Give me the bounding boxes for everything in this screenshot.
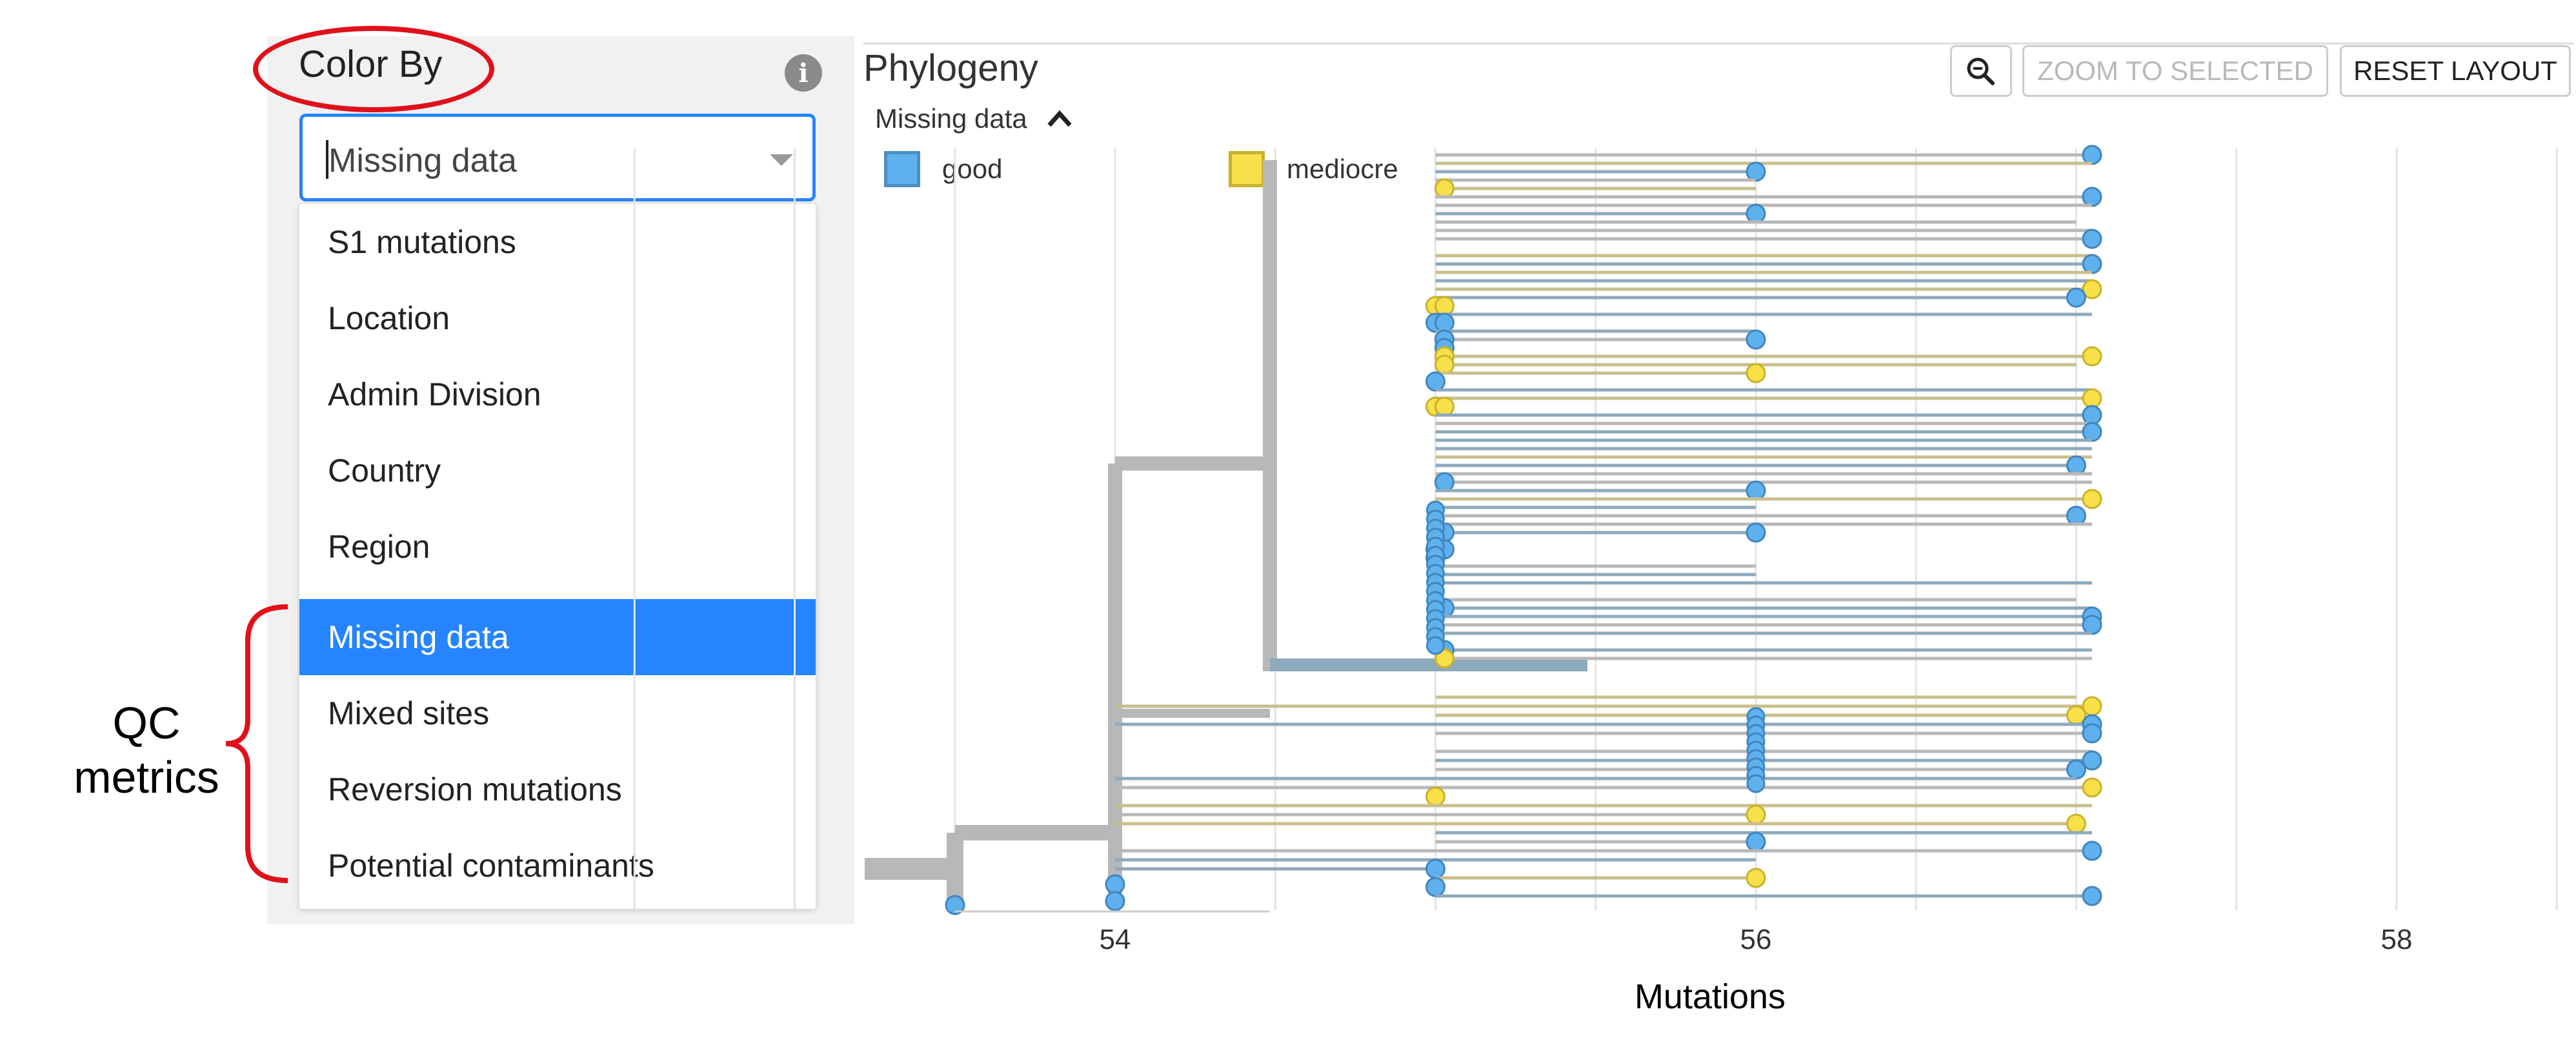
menu-option-s1-mutations[interactable]: S1 mutations xyxy=(328,224,516,260)
tip-node[interactable] xyxy=(1425,371,1445,392)
chevron-down-icon[interactable] xyxy=(770,154,793,166)
tip-node[interactable] xyxy=(2066,287,2086,308)
qc-metrics-line2: metrics xyxy=(74,752,219,802)
tip-node[interactable] xyxy=(1434,178,1454,199)
tip-node[interactable] xyxy=(1434,396,1454,417)
tip-node[interactable] xyxy=(1105,874,1125,895)
tip-node[interactable] xyxy=(1746,831,1766,852)
tip-node[interactable] xyxy=(1105,891,1125,911)
tip-node[interactable] xyxy=(1746,329,1766,350)
legend-swatch-good[interactable] xyxy=(884,151,920,187)
zoom-out-icon xyxy=(1967,57,1995,85)
color-by-menu: S1 mutations Location Admin Division Cou… xyxy=(299,204,816,909)
menu-option-admin-division[interactable]: Admin Division xyxy=(328,376,541,412)
tip-node[interactable] xyxy=(1434,648,1454,669)
tip-node[interactable] xyxy=(2082,346,2102,367)
tip-node[interactable] xyxy=(945,895,965,915)
phylogeny-title: Phylogeny xyxy=(863,47,1038,89)
x-tick-label: 54 xyxy=(1100,924,1131,955)
zoom-to-selected-button[interactable]: ZOOM TO SELECTED xyxy=(2022,45,2328,97)
qc-metrics-label: QC metrics xyxy=(62,696,231,804)
x-axis-title: Mutations xyxy=(1635,977,1786,1016)
x-tick-label: 56 xyxy=(1740,924,1772,955)
tip-node[interactable] xyxy=(1434,354,1454,375)
text-caret xyxy=(326,140,328,179)
tip-node[interactable] xyxy=(2082,254,2102,274)
tip-node[interactable] xyxy=(1434,472,1454,493)
chevron-up-icon[interactable] xyxy=(1047,108,1072,128)
tip-node[interactable] xyxy=(1746,868,1766,888)
tip-node[interactable] xyxy=(2082,405,2102,425)
qc-metrics-line1: QC xyxy=(112,698,181,748)
select-value: Missing data xyxy=(328,142,517,179)
tip-node[interactable] xyxy=(1425,786,1445,807)
tip-node[interactable] xyxy=(1746,203,1766,224)
tip-node[interactable] xyxy=(2082,489,2102,509)
tip-node[interactable] xyxy=(2082,750,2102,771)
tip-node[interactable] xyxy=(1426,636,1445,655)
tip-node[interactable] xyxy=(2082,187,2102,207)
tip-node[interactable] xyxy=(1746,774,1766,793)
menu-option-potential-contaminants[interactable]: Potential contaminants xyxy=(328,848,654,884)
tip-node[interactable] xyxy=(2082,422,2102,442)
tip-node[interactable] xyxy=(1746,804,1766,825)
tip-node[interactable] xyxy=(1746,363,1766,383)
reset-layout-button[interactable]: RESET LAYOUT xyxy=(2340,45,2571,97)
tip-node[interactable] xyxy=(2082,723,2102,744)
tip-node[interactable] xyxy=(2082,886,2102,906)
tip-node[interactable] xyxy=(2082,777,2102,798)
legend-label-mediocre[interactable]: mediocre xyxy=(1287,154,1398,184)
zoom-out-button[interactable] xyxy=(1950,45,2012,97)
legend-swatch-mediocre[interactable] xyxy=(1229,151,1265,187)
menu-option-country[interactable]: Country xyxy=(328,453,441,489)
menu-option-reversion-mutations[interactable]: Reversion mutations xyxy=(328,771,622,808)
highlight-ellipse xyxy=(253,26,494,112)
tip-node[interactable] xyxy=(1746,522,1766,543)
tip-node[interactable] xyxy=(2082,840,2102,861)
legend-title[interactable]: Missing data xyxy=(875,103,1027,134)
menu-option-missing-data[interactable]: Missing data xyxy=(299,599,816,675)
x-tick-label: 58 xyxy=(2381,924,2413,955)
color-by-select[interactable]: Missing data xyxy=(299,114,816,201)
tip-node[interactable] xyxy=(1434,312,1454,333)
tip-node[interactable] xyxy=(1746,161,1766,182)
tip-node[interactable] xyxy=(2082,615,2102,635)
info-icon[interactable]: i xyxy=(785,54,822,92)
tip-node[interactable] xyxy=(2066,505,2086,526)
tip-node[interactable] xyxy=(1425,859,1445,879)
curly-brace xyxy=(225,604,288,883)
tip-node[interactable] xyxy=(1746,480,1766,501)
tip-node[interactable] xyxy=(2066,455,2086,476)
menu-option-location[interactable]: Location xyxy=(328,300,450,336)
tip-node[interactable] xyxy=(2082,229,2102,249)
tip-node[interactable] xyxy=(2066,813,2086,834)
tip-node[interactable] xyxy=(1434,296,1454,316)
tip-node[interactable] xyxy=(2082,279,2102,300)
legend-label-good[interactable]: good xyxy=(942,154,1003,184)
tip-node[interactable] xyxy=(2082,145,2102,165)
panel-top-border xyxy=(863,43,2573,45)
menu-option-mixed-sites[interactable]: Mixed sites xyxy=(328,695,490,731)
tip-node[interactable] xyxy=(1425,877,1445,897)
tip-node[interactable] xyxy=(2066,759,2086,780)
tip-node[interactable] xyxy=(2082,388,2102,409)
menu-option-region[interactable]: Region xyxy=(328,529,430,565)
